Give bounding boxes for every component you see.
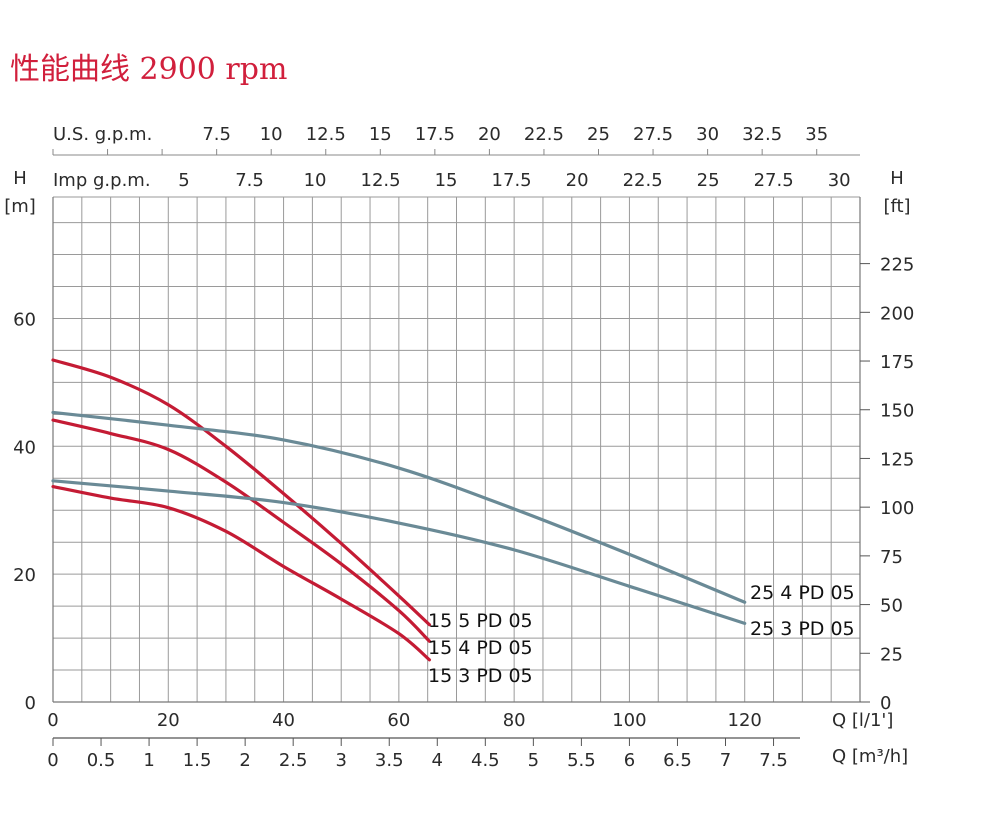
curve-25-4-pd-05 [51, 410, 747, 604]
x-tick-label-impgpm: 10 [304, 170, 327, 191]
x-tick-label-impgpm: 20 [566, 170, 589, 191]
x-tick-label-impgpm: 25 [697, 170, 720, 191]
y-tick-label-m: 0 [25, 693, 36, 714]
y-tick-label-m: 20 [13, 565, 36, 586]
curve-15-3-pd-05 [51, 484, 432, 662]
x-tick-label-m3h: 2 [239, 750, 250, 771]
x-tick-label-usgpm: 22.5 [524, 124, 564, 145]
x-tick-label-lmin: 60 [387, 710, 410, 731]
x-tick-label-lmin: 100 [612, 710, 646, 731]
x-tick-label-m3h: 0.5 [87, 750, 116, 771]
x-tick-label-m3h: 5.5 [567, 750, 596, 771]
y-tick-label-ft: 175 [880, 352, 914, 373]
x-tick-label-usgpm: 10 [260, 124, 283, 145]
curve-label-15-4-pd-05: 15 4 PD 05 [428, 637, 533, 659]
y-tick-label-m: 40 [13, 437, 36, 458]
performance-curves [51, 358, 747, 662]
chart-axes [52, 149, 870, 746]
y-tick-label-m: 60 [13, 309, 36, 330]
x-tick-label-usgpm: 32.5 [742, 124, 782, 145]
x-tick-label-usgpm: 27.5 [633, 124, 673, 145]
x-tick-label-m3h: 7.5 [759, 750, 788, 771]
y-axis-m-unit: [m] [4, 196, 36, 217]
y-axis-ft-title: H [890, 168, 904, 189]
x-tick-label-m3h: 3 [335, 750, 346, 771]
x-tick-label-impgpm: 15 [435, 170, 458, 191]
x-tick-label-m3h: 5 [528, 750, 539, 771]
x-tick-label-usgpm: 20 [478, 124, 501, 145]
x-tick-label-impgpm: 27.5 [754, 170, 794, 191]
x-tick-label-impgpm: 17.5 [492, 170, 532, 191]
x-tick-label-usgpm: 12.5 [306, 124, 346, 145]
y-axis-m-title: H [13, 168, 27, 189]
x-tick-label-lmin: 40 [272, 710, 295, 731]
curve-25-3-pd-05 [51, 479, 747, 625]
y-tick-label-ft: 25 [880, 644, 903, 665]
x-tick-label-m3h: 7 [720, 750, 731, 771]
x-tick-label-m3h: 6.5 [663, 750, 692, 771]
x-tick-label-usgpm: 30 [696, 124, 719, 145]
x-tick-label-lmin: 80 [503, 710, 526, 731]
x-tick-label-impgpm: 5 [178, 170, 189, 191]
x-tick-label-impgpm: 22.5 [623, 170, 663, 191]
x-tick-label-m3h: 4.5 [471, 750, 500, 771]
x-tick-label-lmin: 0 [47, 710, 58, 731]
y-tick-label-ft: 225 [880, 255, 914, 276]
x-tick-label-impgpm: 12.5 [361, 170, 401, 191]
curve-label-25-3-pd-05: 25 3 PD 05 [750, 618, 855, 640]
x-tick-label-m3h: 0 [47, 750, 58, 771]
page-title: 性能曲线 2900 rpm [10, 52, 288, 87]
y-axis-ft-unit: [ft] [883, 196, 910, 217]
x-tick-label-usgpm: 17.5 [415, 124, 455, 145]
x-tick-label-lmin: 120 [728, 710, 762, 731]
x-tick-label-usgpm: 25 [587, 124, 610, 145]
axis-labels: H[m]0204060H[ft]025507510012515017520022… [4, 124, 914, 771]
curve-15-5-pd-05 [51, 358, 432, 627]
x-tick-label-impgpm: 30 [828, 170, 851, 191]
y-tick-label-ft: 125 [880, 449, 914, 470]
y-tick-label-ft: 200 [880, 303, 914, 324]
curve-label-15-3-pd-05: 15 3 PD 05 [428, 665, 533, 687]
y-tick-label-ft: 50 [880, 596, 903, 617]
curve-label-15-5-pd-05: 15 5 PD 05 [428, 610, 533, 632]
x-axis-usgpm-title: U.S. g.p.m. [53, 124, 152, 145]
curve-label-25-4-pd-05: 25 4 PD 05 [750, 582, 855, 604]
x-axis-m3h-title: Q [m³/h] [832, 746, 908, 767]
curve-15-4-pd-05 [51, 418, 432, 643]
x-tick-label-m3h: 1.5 [183, 750, 212, 771]
x-tick-label-m3h: 3.5 [375, 750, 404, 771]
y-tick-label-ft: 0 [880, 693, 891, 714]
y-tick-label-ft: 75 [880, 547, 903, 568]
x-tick-label-m3h: 6 [624, 750, 635, 771]
x-tick-label-usgpm: 35 [805, 124, 828, 145]
x-axis-lmin-title: Q [l/1'] [832, 710, 893, 731]
x-axis-impgpm-title: Imp g.p.m. [53, 170, 151, 191]
y-tick-label-ft: 100 [880, 498, 914, 519]
x-tick-label-m3h: 1 [143, 750, 154, 771]
x-tick-label-impgpm: 7.5 [235, 170, 264, 191]
x-tick-label-m3h: 2.5 [279, 750, 308, 771]
x-tick-label-usgpm: 15 [369, 124, 392, 145]
chart-grid [52, 196, 861, 703]
x-tick-label-m3h: 4 [432, 750, 443, 771]
x-tick-label-usgpm: 7.5 [202, 124, 231, 145]
y-tick-label-ft: 150 [880, 401, 914, 422]
x-tick-label-lmin: 20 [157, 710, 180, 731]
